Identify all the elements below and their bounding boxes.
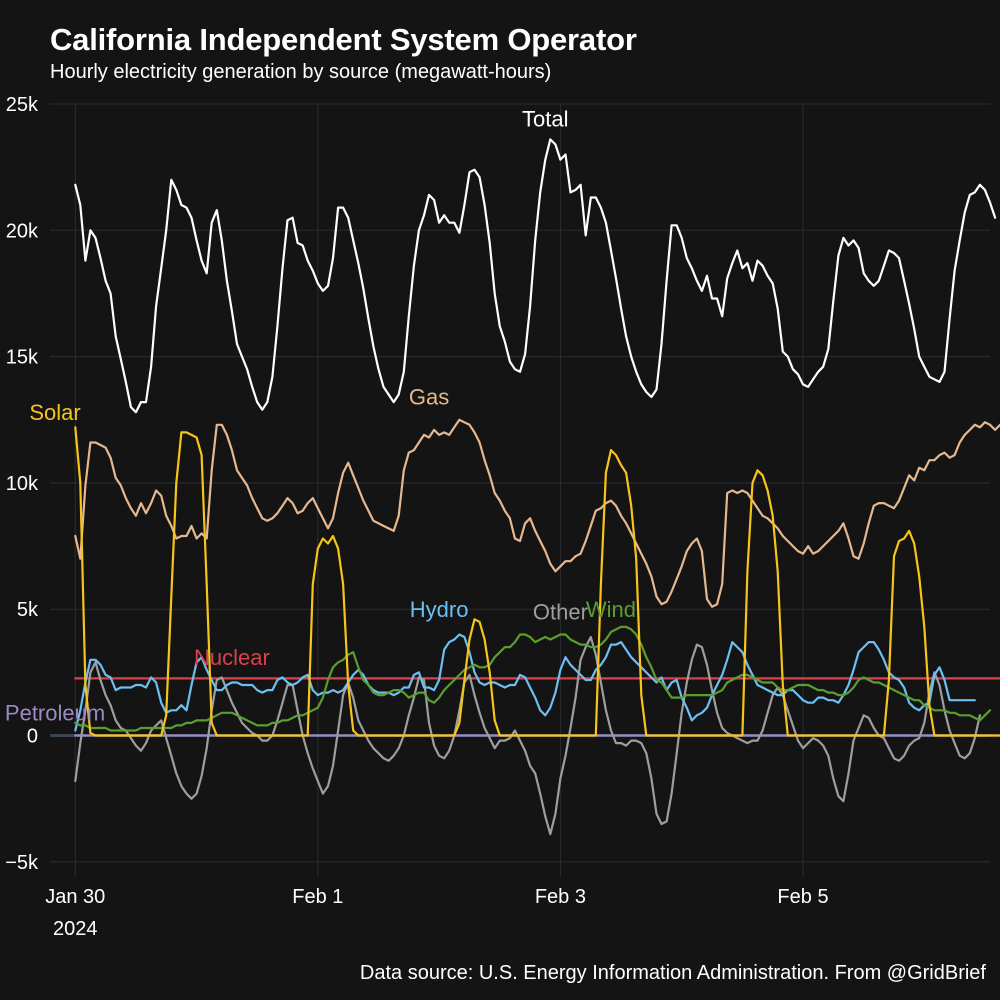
x-tick-label: Feb 3 [535, 886, 586, 908]
series-lines [74, 138, 1000, 836]
wind-series-label: Wind [586, 597, 636, 622]
y-tick-label: 25k [6, 94, 39, 116]
chart-title: California Independent System Operator [50, 22, 637, 57]
other-series-label: Other [533, 599, 588, 624]
gas-series-label: Gas [409, 385, 449, 410]
y-tick-label: 10k [6, 473, 39, 495]
x-axis-ticks: Jan 30 2024 Feb 1 Feb 3 Feb 5 [45, 886, 828, 940]
chart-subtitle: Hourly electricity generation by source … [50, 61, 552, 83]
hydro-series-line [74, 633, 976, 732]
hydro-series-label: Hydro [410, 597, 469, 622]
petroleum-series-label: Petroleum [5, 700, 105, 725]
y-tick-label: 0 [27, 726, 38, 748]
x-tick-label: Feb 5 [777, 886, 828, 908]
solar-series-label: Solar [29, 400, 80, 425]
y-tick-label: 20k [6, 220, 39, 242]
gas-series-line [74, 418, 1000, 608]
y-tick-label: 15k [6, 347, 39, 369]
y-tick-label: 5k [17, 599, 39, 621]
total-series-label: Total [522, 107, 568, 132]
x-tick-sublabel: 2024 [53, 918, 98, 940]
data-source-note: Data source: U.S. Energy Information Adm… [359, 962, 986, 984]
y-tick-label: −5k [5, 852, 39, 874]
total-series-line [74, 138, 997, 414]
nuclear-series-label: Nuclear [194, 645, 270, 670]
y-axis-ticks: −5k 0 5k 10k 15k 20k 25k [5, 94, 39, 874]
solar-series-line [74, 426, 1000, 737]
wind-series-line [74, 625, 992, 732]
x-tick-label: Jan 30 [45, 886, 105, 908]
other-series-line [74, 635, 981, 836]
grid-lines [50, 103, 990, 877]
x-tick-label: Feb 1 [292, 886, 343, 908]
